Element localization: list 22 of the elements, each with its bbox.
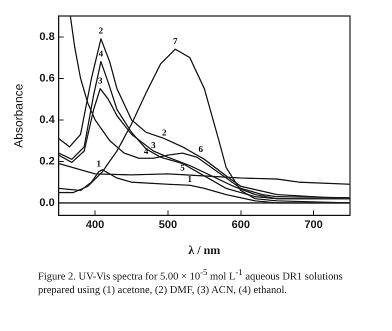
annotation: 3	[98, 75, 103, 86]
annotation: 7	[172, 36, 178, 46]
annotation: 1	[96, 158, 102, 169]
annotation: 3	[151, 140, 156, 150]
annotation: 6	[198, 144, 204, 154]
annotation: 2	[162, 127, 168, 138]
caption: Figure 2. UV-Vis spectra for 5.00 × 10$^{-5}$ mol L$^{-1}$ aqueous DR1 solutions prepared using (1) acetone, (2) DMF, (3) ACN, (4) ethanol.	[38, 266, 344, 296]
annotation: 2	[98, 26, 104, 36]
y-tick-label: 0.2	[39, 155, 55, 168]
y-axis-title: Absorbance	[12, 83, 26, 148]
x-axis-title: λ / nm	[188, 242, 220, 257]
y-tick-label: 0.6	[39, 72, 55, 84]
y-tick-label: 0.4	[39, 114, 56, 126]
annotation: 5	[180, 162, 186, 173]
annotation: 1	[188, 174, 193, 184]
annotation: 4	[98, 48, 104, 58]
x-tick-label: 500	[158, 219, 178, 232]
x-tick-label: 400	[86, 219, 104, 232]
x-tick-label: 600	[232, 219, 250, 232]
y-tick-label: 0.0	[39, 196, 55, 209]
y-tick-label: 0.8	[39, 30, 55, 43]
x-tick-label: 700	[304, 219, 323, 232]
